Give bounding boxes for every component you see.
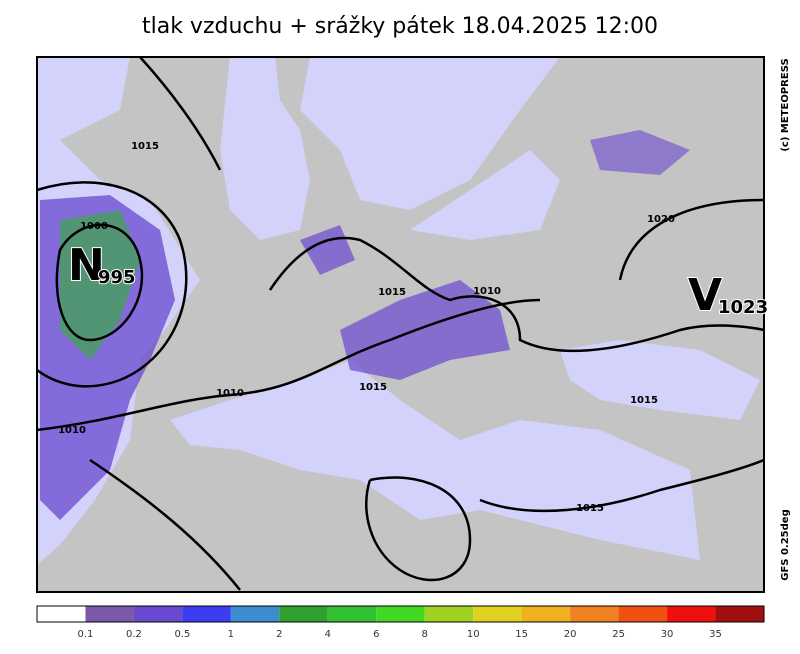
color-legend: 0.1 0.2 0.5 1 2 4 6 8 10 15 20 25 30 35 bbox=[36, 605, 765, 640]
title: tlak vzduchu + srážky pátek 18.04.2025 1… bbox=[142, 14, 658, 39]
legend-swatch bbox=[424, 606, 474, 622]
sea bbox=[220, 57, 310, 240]
sea bbox=[410, 150, 560, 240]
legend-label: 0.2 bbox=[126, 629, 142, 640]
legend-label: 0.1 bbox=[78, 629, 94, 640]
isobar-label: 1015 bbox=[359, 382, 387, 393]
legend-label: 35 bbox=[709, 629, 722, 640]
legend-frame bbox=[36, 605, 765, 623]
precipitation bbox=[60, 210, 140, 360]
legend-label: 8 bbox=[422, 629, 428, 640]
isobar-label: 1015 bbox=[378, 287, 406, 298]
precipitation bbox=[590, 130, 690, 175]
legend-swatch bbox=[667, 606, 716, 622]
isobar-label: 1010 bbox=[473, 286, 501, 297]
isobar bbox=[139, 56, 222, 171]
legend-swatch bbox=[85, 606, 134, 622]
legend-swatch bbox=[327, 606, 377, 622]
legend-label: 2 bbox=[276, 629, 282, 640]
isobar-label: 1015 bbox=[630, 395, 658, 406]
legend-swatch bbox=[715, 606, 764, 622]
isobar bbox=[618, 198, 765, 281]
credit: (c) METEOPRESS bbox=[780, 58, 791, 151]
isobar-label: 1000 bbox=[80, 221, 108, 232]
legend-label: 0.5 bbox=[174, 629, 190, 640]
isobar bbox=[36, 181, 188, 388]
center-value: 995 bbox=[98, 267, 136, 288]
center-value: 1023 bbox=[718, 297, 768, 318]
isobar bbox=[479, 458, 765, 513]
legend-label: 10 bbox=[467, 629, 480, 640]
legend-label: 30 bbox=[661, 629, 674, 640]
legend-label: 6 bbox=[373, 629, 379, 640]
legend-label: 20 bbox=[564, 629, 577, 640]
map bbox=[36, 56, 765, 593]
isobar bbox=[55, 223, 144, 342]
precipitation bbox=[340, 280, 510, 380]
isobar-label: 1020 bbox=[647, 214, 675, 225]
isobar bbox=[365, 476, 472, 582]
sea bbox=[300, 57, 560, 210]
isobar-label: 1015 bbox=[576, 503, 604, 514]
isobar bbox=[89, 458, 241, 591]
isobar-label: 1010 bbox=[58, 425, 86, 436]
map-frame bbox=[36, 56, 765, 593]
center-letter: N bbox=[68, 240, 105, 291]
legend-swatch bbox=[133, 606, 183, 622]
legend-swatch bbox=[279, 606, 328, 622]
legend-swatch bbox=[618, 606, 668, 622]
legend-label: 1 bbox=[228, 629, 234, 640]
legend-swatch bbox=[473, 606, 522, 622]
legend-swatch bbox=[521, 606, 571, 622]
isobar-label: 1010 bbox=[216, 388, 244, 399]
isobar-label: 1015 bbox=[131, 141, 159, 152]
isobar bbox=[36, 298, 541, 432]
legend-label: 15 bbox=[515, 629, 528, 640]
center-letter: V bbox=[688, 270, 722, 321]
legend-swatch bbox=[570, 606, 619, 622]
legend-label: 4 bbox=[325, 629, 331, 640]
legend-label: 25 bbox=[612, 629, 625, 640]
model-label: GFS 0.25deg bbox=[780, 509, 791, 581]
legend-swatch bbox=[376, 606, 425, 622]
legend-swatch bbox=[37, 606, 86, 622]
sea bbox=[560, 340, 760, 420]
legend-swatch bbox=[230, 606, 280, 622]
legend-swatch bbox=[182, 606, 231, 622]
isobar bbox=[268, 236, 765, 353]
isobar-labels: 1015 1000 1015 1010 1020 1010 1010 1015 1015 1015 bbox=[58, 141, 675, 514]
